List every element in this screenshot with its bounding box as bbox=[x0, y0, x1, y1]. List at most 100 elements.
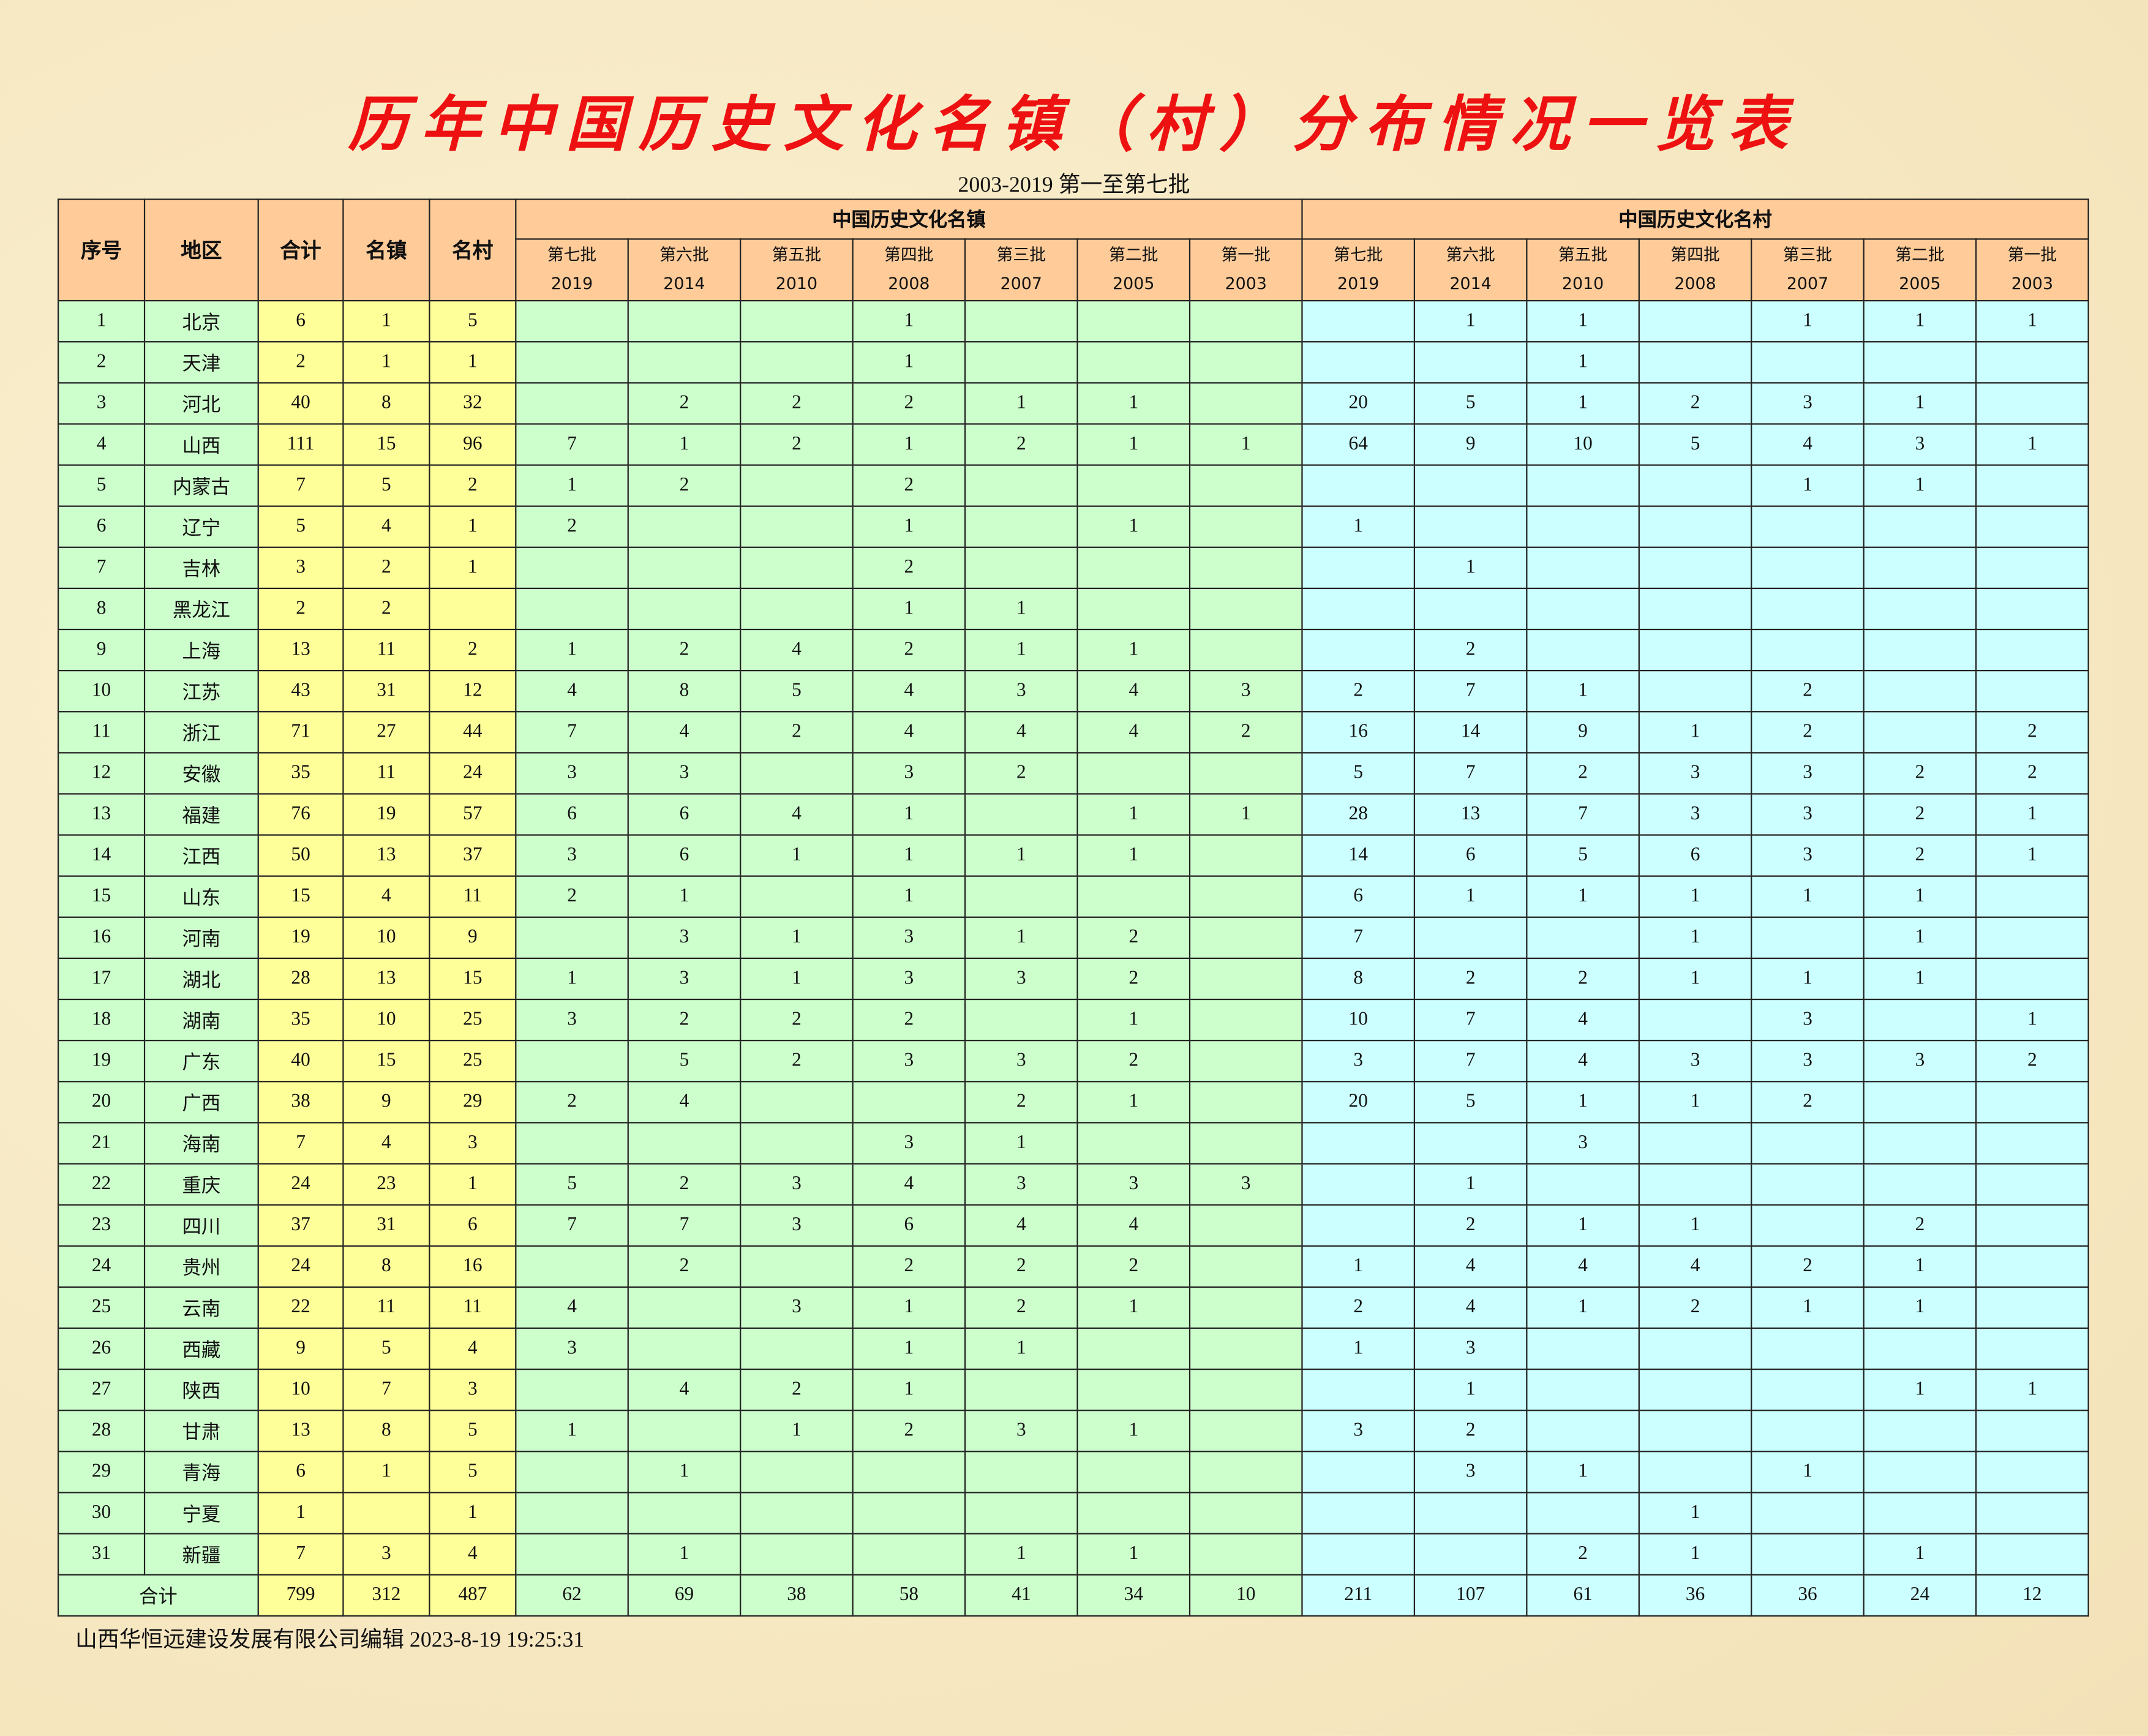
town-batch-cell: 1 bbox=[1076, 1533, 1191, 1576]
grand-total-cell: 799 bbox=[257, 1574, 344, 1617]
town-batch-cell bbox=[964, 299, 1078, 343]
village-batch-cell bbox=[1638, 299, 1752, 343]
village-batch-cell: 9 bbox=[1413, 423, 1528, 466]
village-batch-cell bbox=[1975, 1327, 2089, 1370]
town-batch-cell bbox=[515, 382, 629, 425]
village-batch-cell: 2 bbox=[1751, 1081, 1864, 1124]
town-batch-cell: 2 bbox=[740, 423, 854, 466]
town-batch-cell: 1 bbox=[1076, 834, 1191, 877]
table-row: 8 黑龙江 2 2 1 1 bbox=[57, 587, 2089, 631]
town-batch-cell: 1 bbox=[852, 299, 966, 343]
villages-cell: 5 bbox=[429, 299, 517, 343]
town-batch-cell: 1 bbox=[1076, 382, 1191, 425]
town-batch-cell bbox=[627, 299, 742, 343]
village-batch-cell bbox=[1863, 628, 1977, 672]
town-batch-cell bbox=[1076, 1122, 1191, 1165]
towns-cell: 27 bbox=[342, 711, 430, 754]
town-batch-cell: 3 bbox=[740, 1204, 854, 1247]
town-batch-cell: 1 bbox=[964, 834, 1078, 877]
town-batch-cell bbox=[1076, 1327, 1191, 1370]
seq-cell: 15 bbox=[57, 875, 146, 918]
town-batch-cell: 2 bbox=[852, 1245, 966, 1288]
town-batch-cell: 2 bbox=[627, 998, 742, 1042]
village-batch-total-cell: 24 bbox=[1863, 1574, 1977, 1617]
town-batch-cell: 3 bbox=[740, 1163, 854, 1206]
town-batch-cell: 2 bbox=[852, 546, 966, 589]
village-batch-cell: 1 bbox=[1863, 464, 1977, 507]
town-batch-cell bbox=[515, 1122, 629, 1165]
village-batch-cell: 2 bbox=[1863, 1204, 1977, 1247]
town-batch-header: 第六批 2014 bbox=[627, 238, 742, 302]
village-batch-cell: 2 bbox=[1638, 382, 1752, 425]
region-cell: 黑龙江 bbox=[143, 587, 259, 631]
distribution-table: 序号 地区 合计 名镇 名村 中国历史文化名镇 中国历史文化名村 第七批 2019… bbox=[57, 198, 2089, 1617]
village-batch-cell: 10 bbox=[1301, 998, 1416, 1042]
town-batch-cell bbox=[1189, 505, 1303, 548]
table-row: 17 湖北 28 13 15 1 3 1 3 3 2 8 2 2 1 1 1 bbox=[57, 957, 2089, 1001]
total-cell: 19 bbox=[257, 916, 344, 960]
village-batch-cell bbox=[1975, 1492, 2089, 1535]
village-batch-cell bbox=[1863, 669, 1977, 713]
town-batch-cell bbox=[1189, 1286, 1303, 1329]
towns-cell: 10 bbox=[342, 998, 430, 1042]
town-batch-cell bbox=[740, 299, 854, 343]
town-batch-cell: 2 bbox=[852, 1410, 966, 1452]
village-batch-cell: 1 bbox=[1863, 382, 1977, 425]
town-batch-cell bbox=[964, 1368, 1078, 1411]
village-batch-cell bbox=[1301, 1451, 1416, 1494]
village-batch-cell bbox=[1863, 1081, 1977, 1124]
table-row: 1 北京 6 1 5 1 1 1 1 1 1 bbox=[57, 299, 2089, 343]
village-batch-cell: 4 bbox=[1751, 423, 1864, 466]
village-batch-cell bbox=[1526, 916, 1640, 960]
village-batch-cell bbox=[1751, 1327, 1864, 1370]
village-batch-cell bbox=[1638, 587, 1752, 631]
village-batch-cell bbox=[1301, 1163, 1416, 1206]
village-batch-cell: 1 bbox=[1751, 957, 1864, 1001]
village-batch-cell: 1 bbox=[1863, 916, 1977, 960]
town-batch-header: 第一批 2003 bbox=[1189, 238, 1303, 302]
village-batch-cell bbox=[1975, 1286, 2089, 1329]
village-batch-total-cell: 36 bbox=[1638, 1574, 1752, 1617]
village-batch-cell: 1 bbox=[1301, 1327, 1416, 1370]
town-batch-cell bbox=[1189, 1451, 1303, 1494]
village-batch-cell: 2 bbox=[1526, 1533, 1640, 1576]
village-batch-cell bbox=[1975, 1163, 2089, 1206]
village-batch-cell: 13 bbox=[1413, 793, 1528, 836]
village-batch-cell bbox=[1863, 998, 1977, 1042]
village-batch-cell bbox=[1526, 628, 1640, 672]
village-batch-cell: 64 bbox=[1301, 423, 1416, 466]
town-batch-cell bbox=[740, 1245, 854, 1288]
villages-cell: 5 bbox=[429, 1451, 517, 1494]
village-batch-cell: 3 bbox=[1751, 382, 1864, 425]
town-batch-cell: 2 bbox=[627, 1163, 742, 1206]
village-batch-cell bbox=[1863, 505, 1977, 548]
village-batch-cell: 3 bbox=[1638, 1040, 1752, 1083]
village-batch-cell: 2 bbox=[1526, 752, 1640, 795]
batch-year: 2007 bbox=[1000, 274, 1042, 293]
village-batch-cell bbox=[1751, 1410, 1864, 1452]
table-row: 15 山东 15 4 11 2 1 1 6 1 1 1 1 1 bbox=[57, 875, 2089, 918]
town-batch-cell bbox=[740, 1122, 854, 1165]
town-batch-cell: 2 bbox=[1076, 916, 1191, 960]
town-batch-total-cell: 38 bbox=[740, 1574, 854, 1617]
town-batch-cell: 4 bbox=[515, 1286, 629, 1329]
town-batch-cell bbox=[515, 1533, 629, 1576]
town-batch-cell: 1 bbox=[852, 1286, 966, 1329]
village-batch-cell: 1 bbox=[1751, 1286, 1864, 1329]
village-batch-cell bbox=[1975, 628, 2089, 672]
town-batch-cell: 1 bbox=[852, 1368, 966, 1411]
table-row: 10 江苏 43 31 12 4 8 5 4 3 4 3 2 7 1 2 bbox=[57, 669, 2089, 713]
table-row: 7 吉林 3 2 1 2 1 bbox=[57, 546, 2089, 589]
village-batch-cell bbox=[1751, 1492, 1864, 1535]
village-batch-cell bbox=[1975, 875, 2089, 918]
village-batch-cell: 7 bbox=[1413, 998, 1528, 1042]
village-batch-cell: 1 bbox=[1975, 998, 2089, 1042]
total-cell: 6 bbox=[257, 1451, 344, 1494]
total-cell: 28 bbox=[257, 957, 344, 1001]
total-cell: 22 bbox=[257, 1286, 344, 1329]
footer-note: 山西华恒远建设发展有限公司编辑 2023-8-19 19:25:31 bbox=[75, 1629, 585, 1653]
seq-cell: 23 bbox=[57, 1204, 146, 1247]
village-batch-cell bbox=[1638, 998, 1752, 1042]
town-batch-cell: 4 bbox=[515, 669, 629, 713]
town-batch-cell bbox=[515, 341, 629, 384]
